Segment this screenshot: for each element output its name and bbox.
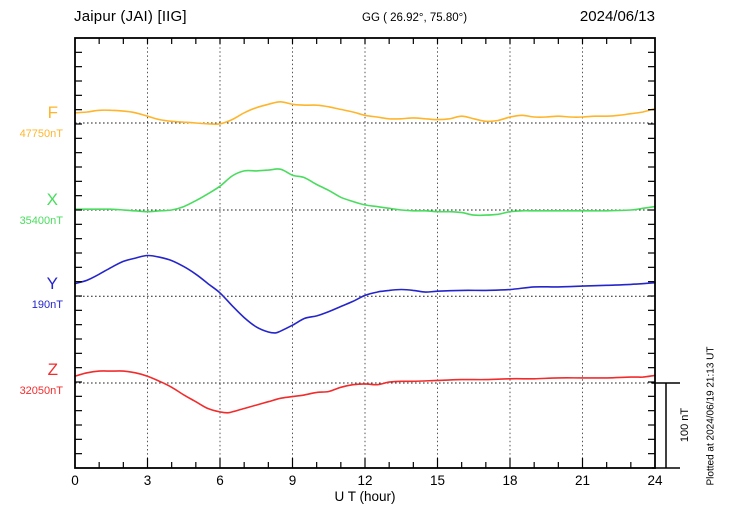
channel-baseline-Y: 190nT <box>31 299 63 311</box>
x-tick-label-12: 12 <box>357 473 373 488</box>
channel-letter-Z: Z <box>47 360 58 379</box>
channel-label-F: F 47750nT <box>0 104 63 141</box>
x-tick-label-21: 21 <box>574 473 591 488</box>
channel-baseline-Z: 32050nT <box>19 385 63 397</box>
channel-label-X: X 35400nT <box>0 191 63 228</box>
x-tick-label-24: 24 <box>647 473 663 488</box>
channel-letter-F: F <box>47 103 58 122</box>
series-curve-X <box>74 168 656 217</box>
x-tick-label-18: 18 <box>502 473 518 488</box>
x-tick-label-15: 15 <box>429 473 446 488</box>
x-tick-label-6: 6 <box>216 473 224 488</box>
series-curve-Y <box>74 254 656 334</box>
plotted-at-note: Plotted at 2024/06/19 21:13 UT <box>705 346 717 486</box>
channel-letter-X: X <box>46 190 58 209</box>
x-tick-label-9: 9 <box>288 473 297 488</box>
x-axis-label: U T (hour) <box>334 489 396 504</box>
x-tick-label-0: 0 <box>71 473 79 488</box>
scale-bar-label: 100 nT <box>679 407 691 443</box>
plot-date: 2024/06/13 <box>579 8 655 25</box>
geographic-coordinates: GG ( 26.92°, 75.80°) <box>362 12 468 24</box>
series-curve-Z <box>74 370 656 414</box>
channel-label-Y: Y 190nT <box>0 275 63 312</box>
station-title: Jaipur (JAI) [IIG] <box>74 8 187 25</box>
channel-baseline-F: 47750nT <box>19 128 63 140</box>
x-tick-label-3: 3 <box>143 473 152 488</box>
channel-letter-Y: Y <box>46 274 58 293</box>
channel-label-Z: Z 32050nT <box>0 361 63 398</box>
channel-baseline-X: 35400nT <box>19 215 63 227</box>
series-curve-F <box>74 101 656 126</box>
